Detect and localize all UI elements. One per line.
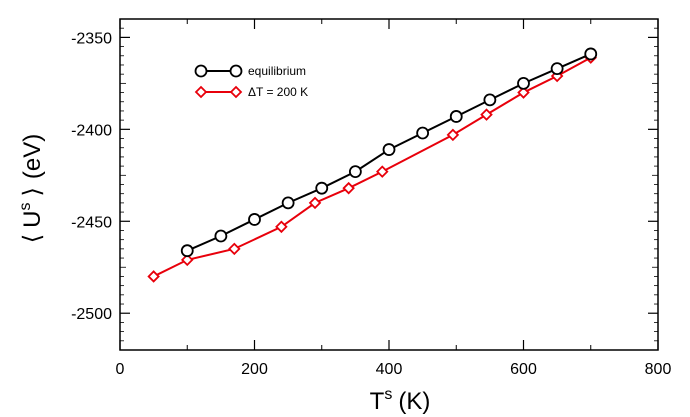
data-point (416, 126, 430, 140)
x-tick-label: 800 (645, 361, 672, 378)
data-point (281, 196, 295, 210)
y-tick-label: -2500 (71, 306, 112, 323)
legend-marker (194, 64, 208, 78)
x-tick-label: 0 (116, 361, 125, 378)
data-point (275, 220, 288, 234)
legend: equilibrium ΔT = 200 K (194, 64, 308, 99)
legend-entry: ΔT = 200 K (194, 85, 308, 99)
data-point (446, 128, 460, 142)
legend-marker (229, 85, 243, 99)
legend-entry: equilibrium (194, 64, 306, 78)
axis-ticks: 0 200 400 600 800 -2500 -2450 -2400 -2350 (71, 19, 671, 378)
y-axis-label-superscript: s (17, 203, 34, 211)
y-axis-label: ⟨ Us ⟩ (eV) (17, 134, 46, 243)
y-axis-label-open: ⟨ (19, 234, 46, 243)
data-point (584, 47, 598, 61)
data-point (480, 108, 493, 121)
data-point (517, 86, 530, 99)
x-axis-label-unit: (K) (398, 388, 430, 415)
data-point (342, 181, 355, 195)
y-axis-label-unit: (eV) (19, 134, 46, 179)
data-point (180, 244, 194, 258)
x-tick-label: 600 (510, 361, 537, 378)
legend-label: equilibrium (248, 64, 306, 78)
x-tick-label: 200 (241, 361, 268, 378)
plot-frame (119, 18, 659, 351)
legend-marker (229, 64, 243, 78)
data-point (382, 143, 396, 156)
y-tick-label: -2450 (71, 214, 112, 231)
data-point (228, 242, 241, 256)
y-tick-label: -2400 (71, 122, 112, 139)
legend-label: ΔT = 200 K (248, 85, 308, 99)
data-point (550, 62, 564, 76)
x-tick-label: 400 (376, 361, 403, 378)
data-point (315, 181, 329, 195)
data-point (376, 165, 389, 178)
series-equilibrium (180, 47, 598, 258)
x-axis-label: Ts (K) (370, 386, 431, 415)
series-layer (147, 47, 598, 283)
y-tick-label: -2350 (71, 30, 112, 47)
data-point (147, 270, 160, 283)
series-line (153, 56, 592, 278)
y-axis-label-close: ⟩ (19, 187, 46, 196)
data-point (214, 229, 228, 243)
x-axis-label-main: T (370, 388, 385, 415)
data-point (180, 253, 194, 267)
data-point (517, 76, 530, 90)
y-axis-label-main: U (19, 211, 46, 228)
data-point (449, 110, 463, 123)
x-axis-label-superscript: s (384, 386, 392, 403)
data-point (483, 93, 497, 107)
data-point (248, 213, 261, 226)
legend-marker (194, 85, 208, 99)
data-point (308, 196, 322, 210)
data-point (348, 165, 362, 179)
